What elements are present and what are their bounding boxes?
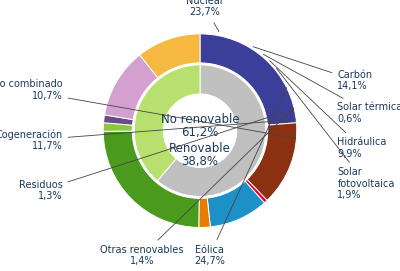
Text: Cogeneración
11,7%: Cogeneración 11,7% [0, 120, 295, 151]
Text: Renovable: Renovable [169, 141, 231, 154]
Text: Nuclear
23,7%: Nuclear 23,7% [186, 0, 224, 32]
Text: Residuos
1,3%: Residuos 1,3% [19, 109, 294, 201]
Text: Eólica
24,7%: Eólica 24,7% [194, 88, 286, 266]
Wedge shape [104, 115, 133, 125]
Wedge shape [104, 55, 158, 120]
Wedge shape [207, 181, 264, 227]
Text: Hidráulica
9,9%: Hidráulica 9,9% [270, 61, 387, 159]
Wedge shape [134, 65, 200, 181]
Wedge shape [245, 179, 267, 203]
Wedge shape [158, 65, 266, 196]
Text: Solar
fotovoltaica
1,9%: Solar fotovoltaica 1,9% [276, 68, 395, 201]
Text: Otras renovables
1,4%: Otras renovables 1,4% [100, 108, 294, 266]
Text: 38,8%: 38,8% [182, 155, 218, 168]
Wedge shape [199, 198, 210, 227]
Wedge shape [200, 34, 296, 125]
Text: Carbón
14,1%: Carbón 14,1% [253, 47, 372, 91]
Text: 61,2%: 61,2% [181, 126, 219, 139]
Text: No renovable: No renovable [161, 112, 239, 125]
Wedge shape [247, 123, 297, 200]
Wedge shape [103, 131, 199, 227]
Text: Solar térmica
0,6%: Solar térmica 0,6% [263, 54, 400, 124]
Text: Ciclo combinado
10,7%: Ciclo combinado 10,7% [0, 79, 296, 138]
Wedge shape [103, 123, 132, 131]
Wedge shape [140, 34, 200, 78]
